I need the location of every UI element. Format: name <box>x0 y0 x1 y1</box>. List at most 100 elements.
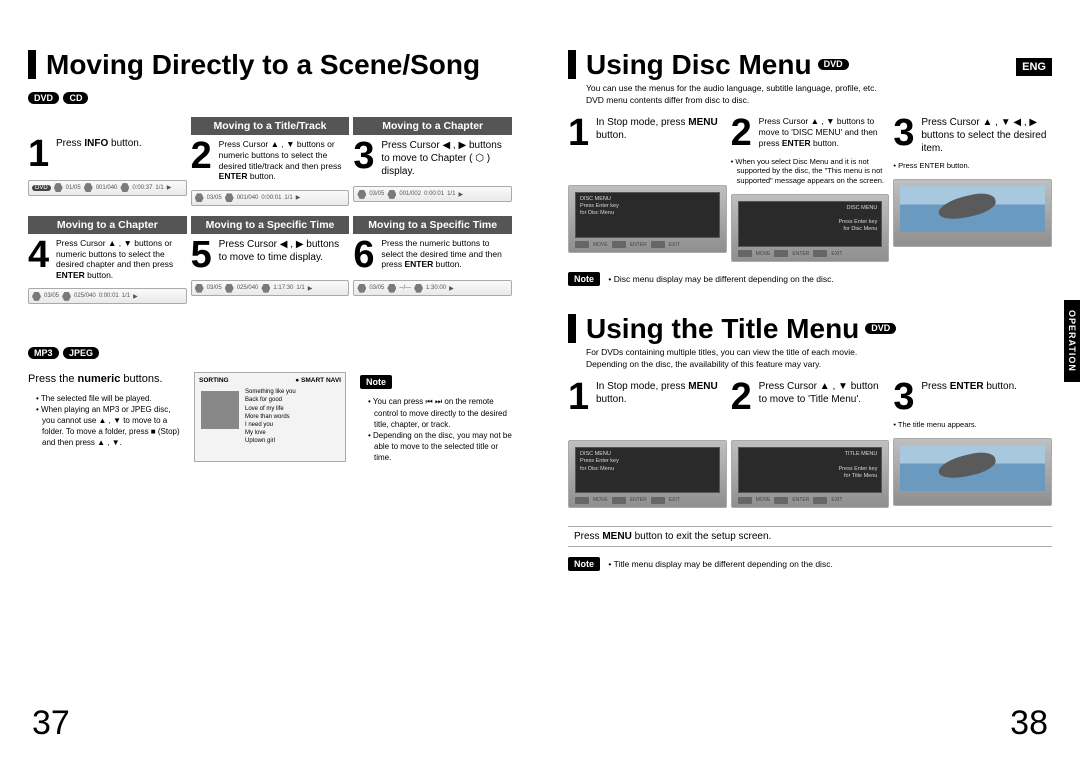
step-num-5: 5 <box>191 238 215 272</box>
tm-small-3: The title menu appears. <box>893 420 1052 430</box>
hdr-title-track: Moving to a Title/Track <box>191 117 350 135</box>
format-dvd-pill: DVD <box>28 92 59 104</box>
hdr-spec-time-a: Moving to a Specific Time <box>191 216 350 234</box>
tm-num-2: 2 <box>731 380 755 414</box>
disc-menu-title: Using Disc Menu DVD <box>568 50 1052 79</box>
disc-num-3: 3 <box>893 116 917 150</box>
disc-small-3: Press ENTER button. <box>893 161 1052 171</box>
disc-subtext: You can use the menus for the audio lang… <box>586 83 1052 106</box>
left-r2c3: Moving to a Specific Time 6 Press the nu… <box>353 216 512 305</box>
formats-bottom: MP3 JPEG <box>28 344 512 362</box>
step-text-1: Press INFO button. <box>56 137 142 150</box>
rf-1: Back for good <box>245 396 341 404</box>
rf-3: More than words <box>245 413 341 421</box>
tm-dvd-pill: DVD <box>865 323 896 334</box>
tm-num-3: 3 <box>893 380 917 414</box>
tm-s2: 2 Press Cursor ▲ , ▼ button to move to '… <box>731 380 890 508</box>
note-bullet-l0: You can press ⏮ ⏭ on the remote control … <box>368 396 512 430</box>
disc-steps: 1 In Stop mode, press MENU button. DISC … <box>568 116 1052 261</box>
press-numeric: Press the numeric buttons. <box>28 372 180 386</box>
tm-text-1: In Stop mode, press MENU button. <box>596 380 727 406</box>
step-num-4: 4 <box>28 238 52 272</box>
step-text-4: Press Cursor ▲ , ▼ buttons or numeric bu… <box>56 238 187 281</box>
tm-note-badge: Note <box>568 557 600 571</box>
tm-title-text: Using the Title Menu <box>586 314 859 343</box>
disc-s2: 2 Press Cursor ▲ , ▼ buttons to move to … <box>731 116 890 261</box>
osd-strip-4: 03/05025/0400:00:011/1▶ <box>28 288 187 304</box>
left-row2: Moving to a Chapter 4 Press Cursor ▲ , ▼… <box>28 216 512 305</box>
hdr-chapter-b: Moving to a Chapter <box>28 216 187 234</box>
left-row1: 1 Press INFO button. DVD01/05001/0400:00… <box>28 117 512 206</box>
tm-note-line: Note • Title menu display may be differe… <box>568 557 1052 571</box>
smart-navi-box: SORTING ● SMART NAVI Something like you B… <box>194 372 346 462</box>
tm-footer: Press MENU button to exit the setup scre… <box>568 526 1052 547</box>
step-text-5: Press Cursor ◀ , ▶ buttons to move to ti… <box>219 238 350 264</box>
note-bullets-left: You can press ⏮ ⏭ on the remote control … <box>360 396 512 463</box>
disc-small-2-0: When you select Disc Menu and it is not … <box>731 157 890 186</box>
tm-note-text: Title menu display may be different depe… <box>614 559 833 569</box>
operation-tab: OPERATION <box>1064 300 1080 382</box>
tm-num-1: 1 <box>568 380 592 414</box>
remote-hdr-r: ● SMART NAVI <box>295 377 341 384</box>
left-r1c2: Moving to a Title/Track 2 Press Cursor ▲… <box>191 117 350 206</box>
hdr-spec-time-b: Moving to a Specific Time <box>353 216 512 234</box>
step-num-2: 2 <box>191 139 215 173</box>
disc-num-1: 1 <box>568 116 592 150</box>
disc-text-1: In Stop mode, press MENU button. <box>596 116 727 142</box>
rf-4: I need you <box>245 421 341 429</box>
step-text-3: Press Cursor ◀ , ▶ buttons to move to Ch… <box>381 139 512 178</box>
tm-tv1: DISC MENUPress Enter keyfor Disc Menu MO… <box>568 440 727 508</box>
disc-tv3 <box>893 179 1052 247</box>
disc-note-badge: Note <box>568 272 600 286</box>
left-title-text: Moving Directly to a Scene/Song <box>46 50 480 79</box>
step-num-3: 3 <box>353 139 377 173</box>
tm-small-3-0: The title menu appears. <box>893 420 1052 430</box>
rf-2: Love of my life <box>245 405 341 413</box>
remote-filelist: Something like you Back for good Love of… <box>245 388 341 445</box>
tm-s1: 1 In Stop mode, press MENU button. DISC … <box>568 380 727 508</box>
disc-small-3-0: Press ENTER button. <box>893 161 1052 171</box>
tm-tv3 <box>893 438 1052 506</box>
disc-text-3: Press Cursor ▲ , ▼ ◀ , ▶ buttons to sele… <box>921 116 1052 155</box>
left-r1c1: 1 Press INFO button. DVD01/05001/0400:00… <box>28 117 187 206</box>
disc-small-2: When you select Disc Menu and it is not … <box>731 157 890 186</box>
lang-eng-box: ENG <box>1016 58 1052 76</box>
remote-hdr-l: SORTING <box>199 377 229 384</box>
note-badge-left: Note <box>360 375 392 389</box>
page-38: ENG OPERATION Using Disc Menu DVD You ca… <box>540 0 1080 763</box>
formats-top: DVD CD <box>28 89 512 107</box>
step-text-6: Press the numeric buttons to select the … <box>381 238 512 270</box>
osd-strip-5: 03/05025/0401:17:301/1▶ <box>191 280 350 296</box>
tm-text-3: Press ENTER button. <box>921 380 1017 393</box>
osd-strip-6: 03/05--/---1:30:00▶ <box>353 280 512 296</box>
left-section-title: Moving Directly to a Scene/Song <box>28 50 512 79</box>
step-num-6: 6 <box>353 238 377 272</box>
disc-num-2: 2 <box>731 116 755 150</box>
left-bottom-col3: Note You can press ⏮ ⏭ on the remote con… <box>360 372 512 463</box>
disc-s1: 1 In Stop mode, press MENU button. DISC … <box>568 116 727 261</box>
disc-text-2: Press Cursor ▲ , ▼ buttons to move to 'D… <box>759 116 890 148</box>
left-bottom-col1: Press the numeric buttons. The selected … <box>28 372 180 463</box>
left-bottom-col2: SORTING ● SMART NAVI Something like you B… <box>194 372 346 463</box>
tm-steps: 1 In Stop mode, press MENU button. DISC … <box>568 380 1052 508</box>
rf-6: Uptown girl <box>245 437 341 445</box>
left-r2c1: Moving to a Chapter 4 Press Cursor ▲ , ▼… <box>28 216 187 305</box>
note-bullet-l1: Depending on the disc, you may not be ab… <box>368 430 512 464</box>
disc-s3: 3 Press Cursor ▲ , ▼ ◀ , ▶ buttons to se… <box>893 116 1052 261</box>
left-r1c3: Moving to a Chapter 3 Press Cursor ◀ , ▶… <box>353 117 512 206</box>
tm-s3: 3 Press ENTER button. The title menu app… <box>893 380 1052 508</box>
format-jpeg-pill: JPEG <box>63 347 99 359</box>
manual-page-spread: Moving Directly to a Scene/Song DVD CD 1… <box>0 0 1080 763</box>
format-mp3-pill: MP3 <box>28 347 59 359</box>
page-num-37: 37 <box>32 704 70 743</box>
left-bullets: The selected file will be played. When p… <box>28 393 180 449</box>
left-bullet-1: When playing an MP3 or JPEG disc, you ca… <box>36 404 180 449</box>
title-menu-title: Using the Title Menu DVD <box>568 314 1052 343</box>
osd-strip-1: DVD01/05001/0400:00:371/1▶ <box>28 180 187 196</box>
disc-tv2: DISC MENUPress Enter keyfor Disc Menu MO… <box>731 194 890 262</box>
rf-5: My love <box>245 429 341 437</box>
step-num-1: 1 <box>28 137 52 171</box>
disc-dvd-pill: DVD <box>818 59 849 70</box>
disc-note-text: Disc menu display may be different depen… <box>614 274 834 284</box>
tm-tv2: TITLE MENUPress Enter keyfor Title Menu … <box>731 440 890 508</box>
